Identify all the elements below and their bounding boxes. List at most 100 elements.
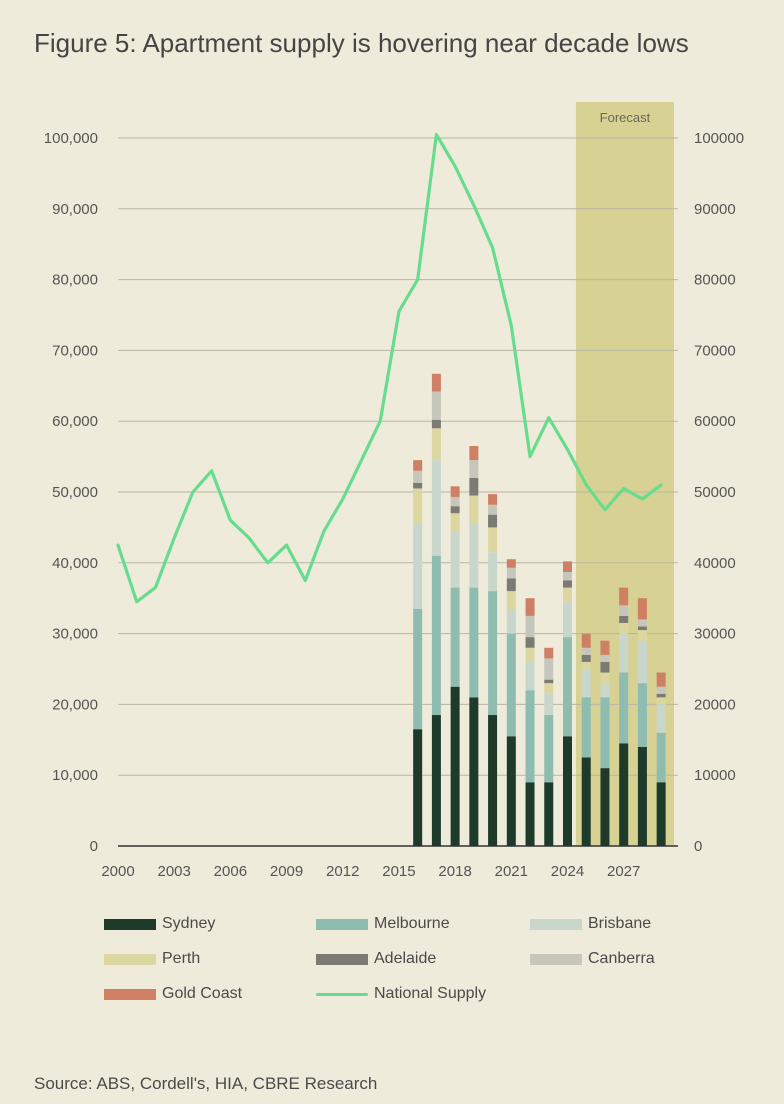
y-right-tick-label: 80000 <box>694 272 736 289</box>
bar-segment-sydney <box>506 736 516 846</box>
bar-segment-melbourne <box>469 587 479 698</box>
bar-segment-melbourne <box>637 683 647 747</box>
bar-segment-adelaide <box>562 580 572 588</box>
bar-segment-canberra <box>581 647 591 655</box>
y-left-tick-label: 80,000 <box>52 272 98 289</box>
bar-segment-perth <box>525 647 535 662</box>
bar-segment-melbourne <box>488 591 498 716</box>
x-tick-label: 2003 <box>157 863 190 880</box>
bar-segment-brisbane <box>413 523 423 609</box>
bar-segment-sydney <box>469 697 479 846</box>
x-tick-label: 2006 <box>214 863 247 880</box>
y-right-tick-label: 70000 <box>694 342 736 359</box>
bar-segment-brisbane <box>656 704 666 733</box>
y-left-tick-label: 10,000 <box>52 767 98 784</box>
bar-segment-gold-coast <box>581 633 591 648</box>
bar-segment-perth <box>450 513 460 531</box>
bar-segment-canberra <box>600 654 610 662</box>
bar-segment-sydney <box>637 746 647 846</box>
bar-segment-canberra <box>656 686 666 694</box>
forecast-label: Forecast <box>600 110 651 125</box>
y-right-tick-label: 30000 <box>694 626 736 643</box>
bar-segment-perth <box>581 661 591 669</box>
bar-segment-perth <box>544 683 554 694</box>
bar-segment-brisbane <box>544 693 554 716</box>
bar-segment-perth <box>637 630 647 641</box>
bar-segment-brisbane <box>562 601 572 638</box>
bar-segment-brisbane <box>525 661 535 691</box>
bar-segment-perth <box>562 587 572 602</box>
y-left-tick-label: 20,000 <box>52 696 98 713</box>
bar-segment-sydney <box>562 736 572 846</box>
y-left-tick-label: 70,000 <box>52 342 98 359</box>
bar-segment-adelaide <box>581 654 591 662</box>
bar-segment-perth <box>431 428 441 461</box>
bar-segment-sydney <box>450 686 460 846</box>
bar-segment-perth <box>656 697 666 705</box>
bar-segment-sydney <box>581 757 591 846</box>
bar-segment-adelaide <box>488 514 498 528</box>
bar-segment-melbourne <box>413 608 423 730</box>
bar-segment-gold-coast <box>600 640 610 655</box>
bar-segment-melbourne <box>562 637 572 737</box>
bar-segment-gold-coast <box>488 494 498 505</box>
bar-segment-canberra <box>431 391 441 420</box>
bar-segment-perth <box>600 672 610 684</box>
bar-segment-canberra <box>488 504 498 515</box>
bar-segment-perth <box>413 488 423 524</box>
bar-segment-adelaide <box>619 615 629 623</box>
bar-segment-sydney <box>431 715 441 846</box>
bar-segment-brisbane <box>488 552 498 592</box>
y-right-tick-label: 40000 <box>694 555 736 572</box>
bar-segment-melbourne <box>431 555 441 716</box>
chart-title: Figure 5: Apartment supply is hovering n… <box>34 28 689 58</box>
source-note: Source: ABS, Cordell's, HIA, CBRE Resear… <box>34 1074 378 1093</box>
bar-segment-gold-coast <box>619 587 629 606</box>
bar-segment-canberra <box>469 460 479 478</box>
y-right-tick-label: 0 <box>694 838 702 855</box>
y-left-tick-label: 40,000 <box>52 555 98 572</box>
bar-segment-gold-coast <box>562 561 572 573</box>
bar-segment-gold-coast <box>431 373 441 392</box>
bar-segment-melbourne <box>506 633 516 737</box>
bar-segment-sydney <box>656 782 666 846</box>
bar-segment-gold-coast <box>525 598 535 616</box>
bar-segment-canberra <box>450 496 460 507</box>
bar-segment-adelaide <box>600 661 610 673</box>
y-right-tick-label: 90000 <box>694 201 736 218</box>
y-right-tick-label: 60000 <box>694 413 736 430</box>
y-left-tick-label: 60,000 <box>52 413 98 430</box>
bar-segment-adelaide <box>637 626 647 631</box>
x-tick-label: 2018 <box>438 863 471 880</box>
bar-segment-brisbane <box>619 633 629 673</box>
bar-segment-melbourne <box>619 672 629 744</box>
y-right-tick-label: 10000 <box>694 767 736 784</box>
bar-segment-sydney <box>544 782 554 846</box>
bar-segment-canberra <box>525 615 535 638</box>
bar-segment-melbourne <box>656 732 666 783</box>
bar-segment-canberra <box>562 572 572 581</box>
bar-segment-melbourne <box>544 715 554 783</box>
bar-segment-canberra <box>506 567 516 579</box>
y-left-tick-label: 100,000 <box>44 130 98 147</box>
bar-segment-gold-coast <box>506 559 516 568</box>
bar-segment-canberra <box>413 470 423 483</box>
x-tick-label: 2027 <box>607 863 640 880</box>
x-tick-label: 2000 <box>101 863 134 880</box>
bar-segment-brisbane <box>581 669 591 698</box>
bar-segment-brisbane <box>637 640 647 684</box>
x-tick-label: 2024 <box>551 863 584 880</box>
x-tick-label: 2021 <box>495 863 528 880</box>
bar-segment-sydney <box>413 729 423 846</box>
national-supply-line <box>116 132 663 604</box>
bar-segment-brisbane <box>450 530 460 588</box>
bar-segment-perth <box>488 527 498 553</box>
x-tick-label: 2009 <box>270 863 303 880</box>
bar-segment-adelaide <box>656 693 666 698</box>
y-left-tick-label: 30,000 <box>52 626 98 643</box>
bar-segment-melbourne <box>450 587 460 687</box>
bar-segment-melbourne <box>581 697 591 758</box>
bar-segment-adelaide <box>544 679 554 684</box>
bar-segment-melbourne <box>600 697 610 769</box>
